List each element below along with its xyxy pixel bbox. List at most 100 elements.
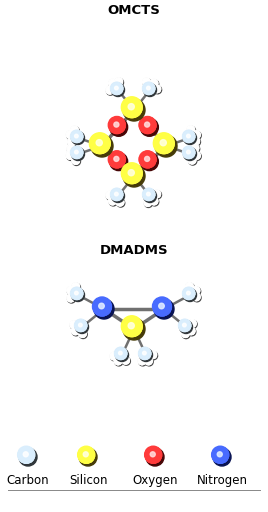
Circle shape (193, 152, 200, 159)
Circle shape (70, 287, 83, 300)
Circle shape (189, 320, 196, 327)
Circle shape (94, 137, 109, 153)
Circle shape (190, 322, 196, 327)
Circle shape (95, 300, 111, 315)
Circle shape (69, 289, 72, 291)
Circle shape (190, 158, 195, 163)
Circle shape (188, 126, 196, 135)
Circle shape (19, 448, 34, 463)
Circle shape (71, 322, 77, 328)
Circle shape (184, 289, 194, 299)
Circle shape (70, 321, 77, 328)
Circle shape (153, 86, 161, 93)
Circle shape (146, 358, 152, 365)
Circle shape (139, 358, 147, 366)
Circle shape (184, 289, 194, 299)
Circle shape (74, 330, 76, 332)
Circle shape (83, 452, 93, 462)
Circle shape (195, 133, 200, 138)
Circle shape (117, 80, 122, 85)
Circle shape (111, 200, 113, 202)
Circle shape (111, 120, 124, 133)
Circle shape (93, 297, 111, 316)
Circle shape (67, 132, 73, 138)
Circle shape (159, 303, 164, 309)
Circle shape (123, 358, 129, 364)
Circle shape (67, 295, 75, 302)
Circle shape (186, 291, 194, 298)
Circle shape (78, 447, 95, 463)
Circle shape (109, 79, 116, 87)
Circle shape (80, 332, 86, 337)
Circle shape (189, 157, 195, 164)
Circle shape (128, 103, 134, 110)
Circle shape (125, 319, 141, 336)
Circle shape (74, 159, 79, 164)
Circle shape (178, 319, 191, 332)
Circle shape (67, 145, 75, 153)
Circle shape (73, 133, 82, 142)
Circle shape (193, 138, 199, 144)
Circle shape (142, 154, 155, 167)
Circle shape (68, 295, 74, 302)
Circle shape (74, 285, 79, 290)
Circle shape (153, 297, 171, 316)
Circle shape (117, 350, 126, 359)
Circle shape (124, 359, 126, 361)
Circle shape (116, 79, 122, 85)
Circle shape (140, 118, 158, 136)
Circle shape (110, 81, 116, 87)
Circle shape (193, 288, 199, 294)
Circle shape (193, 294, 201, 302)
Circle shape (119, 201, 121, 203)
Circle shape (157, 302, 170, 315)
Circle shape (140, 359, 145, 364)
Circle shape (127, 322, 140, 335)
Circle shape (195, 154, 199, 159)
Circle shape (90, 134, 110, 154)
Circle shape (185, 133, 194, 142)
Circle shape (183, 288, 195, 300)
Circle shape (71, 131, 83, 142)
Circle shape (67, 145, 75, 153)
Circle shape (194, 153, 200, 159)
Circle shape (139, 358, 146, 365)
Circle shape (113, 355, 115, 357)
Circle shape (152, 199, 157, 204)
Circle shape (128, 323, 140, 335)
Circle shape (193, 146, 198, 152)
Circle shape (112, 354, 117, 359)
Circle shape (117, 199, 124, 206)
Circle shape (193, 132, 200, 138)
Circle shape (125, 167, 141, 183)
Circle shape (153, 190, 160, 198)
Circle shape (69, 134, 73, 138)
Circle shape (146, 191, 154, 200)
Circle shape (23, 452, 33, 462)
Circle shape (71, 322, 77, 328)
Circle shape (180, 321, 191, 331)
Circle shape (116, 359, 121, 365)
Circle shape (144, 199, 151, 206)
Circle shape (154, 86, 160, 93)
Circle shape (155, 135, 177, 157)
Circle shape (191, 322, 195, 327)
Circle shape (123, 357, 129, 364)
Circle shape (152, 200, 157, 204)
Circle shape (187, 126, 194, 133)
Circle shape (140, 359, 145, 364)
Circle shape (144, 84, 154, 94)
Circle shape (187, 134, 190, 138)
Circle shape (190, 321, 196, 327)
Circle shape (157, 137, 173, 153)
Circle shape (67, 287, 74, 294)
Circle shape (72, 127, 78, 134)
Circle shape (159, 139, 172, 153)
Circle shape (193, 294, 200, 301)
Circle shape (144, 84, 154, 94)
Circle shape (155, 88, 160, 92)
Circle shape (115, 358, 121, 365)
Circle shape (111, 188, 123, 201)
Circle shape (151, 353, 156, 358)
Circle shape (183, 332, 188, 337)
